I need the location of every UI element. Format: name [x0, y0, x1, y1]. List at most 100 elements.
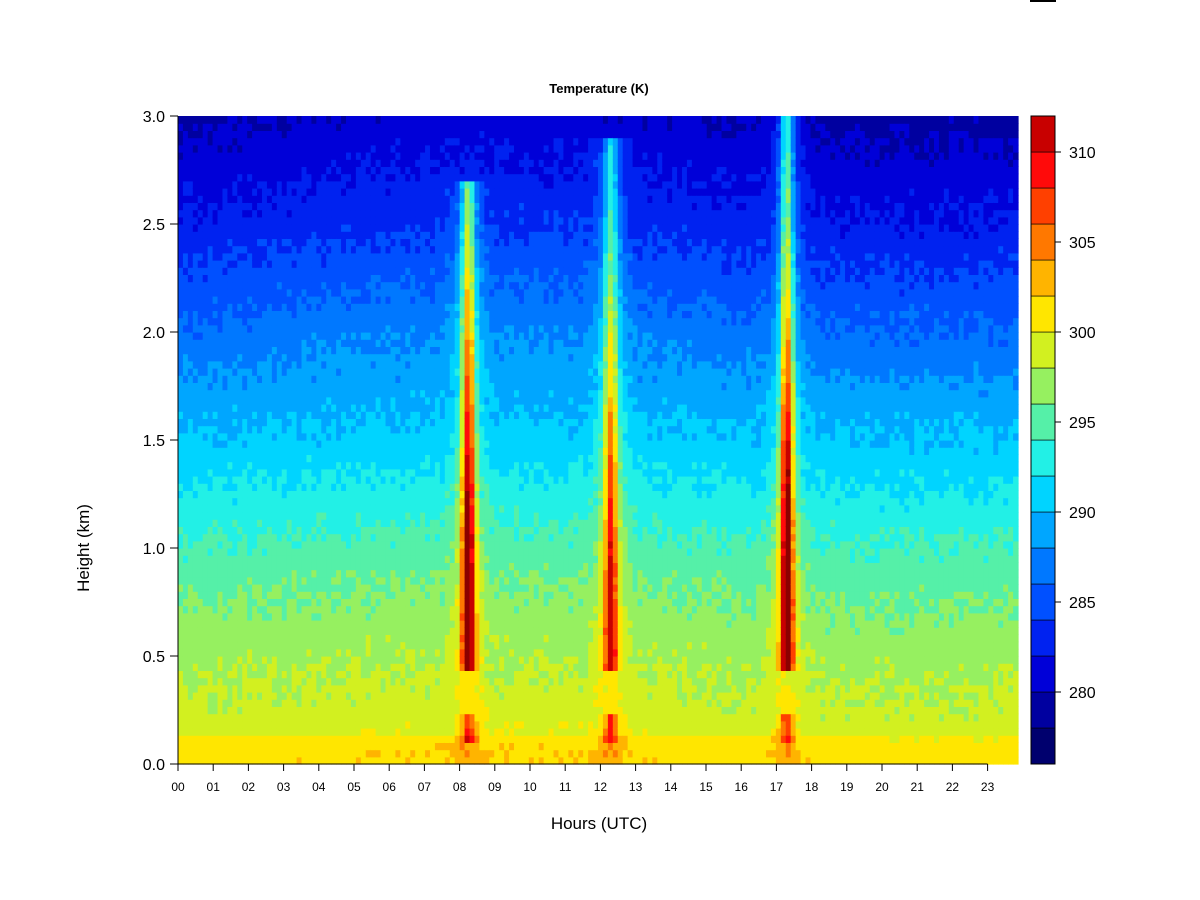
heatmap-cell — [370, 404, 377, 412]
heatmap-cell — [197, 447, 204, 455]
heatmap-cell — [212, 684, 219, 693]
heatmap-cell — [425, 396, 431, 405]
heatmap-cell — [439, 605, 446, 614]
heatmap-cell — [242, 432, 248, 441]
heatmap-cell — [425, 353, 431, 362]
heatmap-cell — [311, 720, 317, 729]
heatmap-cell — [430, 447, 436, 455]
heatmap-cell — [415, 612, 421, 621]
heatmap-cell — [444, 540, 451, 549]
heatmap-cell — [380, 490, 387, 499]
heatmap-cell — [350, 166, 357, 175]
heatmap-cell — [178, 497, 184, 506]
heatmap-cell — [281, 728, 288, 736]
heatmap-cell — [449, 569, 456, 578]
heatmap-cell — [341, 238, 347, 247]
heatmap-cell — [178, 612, 184, 621]
heatmap-cell — [346, 512, 352, 520]
heatmap-cell — [182, 634, 189, 643]
heatmap-cell — [202, 159, 209, 167]
heatmap-cell — [321, 332, 327, 340]
heatmap-cell — [182, 332, 189, 340]
heatmap-cell — [296, 317, 303, 326]
heatmap-cell — [365, 454, 372, 463]
heatmap-cell — [212, 425, 219, 434]
heatmap-cell — [410, 634, 416, 643]
heatmap-cell — [217, 447, 224, 455]
heatmap-cell — [296, 216, 303, 225]
heatmap-cell — [370, 742, 377, 751]
heatmap-cell — [286, 468, 293, 477]
heatmap-cell — [370, 612, 377, 621]
heatmap-cell — [395, 216, 401, 225]
heatmap-cell — [182, 656, 189, 664]
heatmap-cell — [360, 735, 367, 743]
heatmap-cell — [444, 360, 451, 369]
heatmap-cell — [237, 519, 243, 527]
heatmap-cell — [242, 699, 248, 707]
heatmap-cell — [346, 670, 352, 679]
heatmap-cell — [212, 461, 219, 470]
heatmap-cell — [400, 360, 406, 369]
heatmap-cell — [266, 526, 273, 535]
heatmap-cell — [346, 749, 352, 758]
heatmap-cell — [400, 173, 406, 182]
heatmap-cell — [390, 339, 397, 347]
heatmap-cell — [360, 663, 367, 671]
heatmap-cell — [434, 368, 441, 376]
heatmap-cell — [222, 137, 229, 146]
heatmap-cell — [296, 476, 303, 484]
heatmap-cell — [262, 216, 268, 225]
heatmap-cell — [182, 116, 189, 124]
heatmap-cell — [410, 252, 416, 261]
heatmap-cell — [360, 519, 367, 527]
heatmap-cell — [232, 483, 238, 491]
heatmap-cell — [360, 224, 367, 232]
heatmap-cell — [405, 706, 411, 715]
heatmap-cell — [286, 447, 293, 455]
heatmap-cell — [321, 756, 327, 765]
heatmap-cell — [375, 663, 382, 671]
heatmap-cell — [182, 159, 189, 167]
heatmap-cell — [385, 512, 392, 520]
heatmap-cell — [380, 216, 387, 225]
heatmap-cell — [395, 548, 401, 556]
heatmap-cell — [439, 324, 446, 333]
heatmap-cell — [439, 252, 446, 261]
heatmap-cell — [420, 310, 426, 319]
heatmap-cell — [405, 245, 411, 254]
heatmap-cell — [355, 562, 362, 571]
heatmap-cell — [232, 706, 238, 715]
heatmap-cell — [301, 116, 308, 124]
heatmap-cell — [217, 454, 224, 463]
heatmap-cell — [395, 706, 401, 715]
heatmap-cell — [207, 166, 214, 175]
heatmap-cell — [331, 260, 337, 268]
heatmap-cell — [375, 404, 382, 412]
heatmap-cell — [444, 454, 451, 463]
heatmap-cell — [197, 598, 204, 607]
heatmap-cell — [247, 216, 253, 225]
heatmap-cell — [182, 368, 189, 376]
heatmap-cell — [296, 490, 303, 499]
heatmap-cell — [296, 137, 303, 146]
heatmap-cell — [365, 706, 372, 715]
heatmap-cell — [242, 677, 248, 686]
heatmap-cell — [192, 288, 199, 297]
heatmap-cell — [242, 720, 248, 729]
heatmap-cell — [202, 533, 209, 542]
heatmap-cell — [266, 404, 273, 412]
heatmap-cell — [252, 461, 258, 470]
heatmap-cell — [178, 288, 184, 297]
heatmap-cell — [380, 188, 387, 196]
heatmap-cell — [346, 238, 352, 247]
heatmap-cell — [341, 512, 347, 520]
heatmap-cell — [410, 504, 416, 513]
heatmap-cell — [306, 216, 313, 225]
heatmap-cell — [178, 562, 184, 571]
heatmap-cell — [222, 468, 229, 477]
heatmap-cell — [316, 670, 322, 679]
heatmap-cell — [410, 512, 416, 520]
heatmap-cell — [425, 605, 431, 614]
heatmap-cell — [444, 418, 451, 427]
